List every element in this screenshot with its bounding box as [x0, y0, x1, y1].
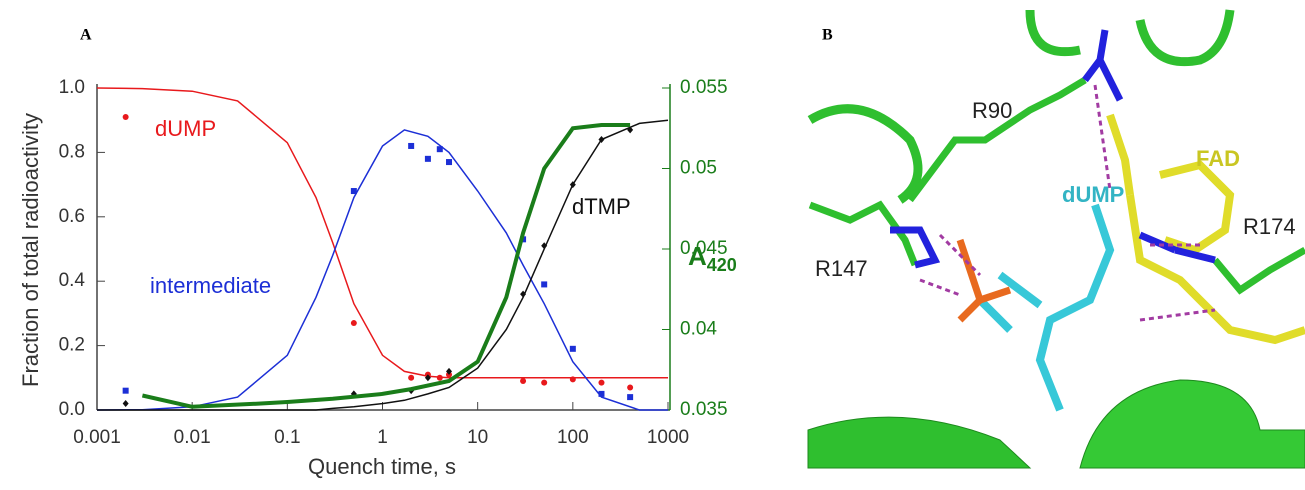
data-point [541, 379, 548, 386]
fit-line [96, 87, 668, 379]
data-point [350, 188, 357, 195]
data-point [569, 345, 576, 352]
y2-tick-label: 0.045 [680, 238, 728, 259]
data-point [598, 136, 605, 144]
y2-title-sub: 420 [707, 255, 737, 275]
data-point [541, 281, 548, 288]
data-point [424, 155, 431, 162]
series-label: intermediate [150, 273, 271, 298]
trace-line [141, 123, 631, 409]
y-tick-label: 0.4 [59, 270, 86, 291]
y2-axis-title: A420 [688, 241, 737, 275]
data-point [446, 367, 453, 375]
y-tick-label: 0.6 [59, 206, 85, 227]
residue-label: R90 [972, 98, 1012, 123]
x-tick-label: 0.1 [274, 427, 300, 448]
x-tick-label: 1 [377, 427, 388, 448]
residue-label: R174 [1243, 214, 1296, 239]
x-tick-label: 1000 [647, 427, 689, 448]
data-point [627, 384, 634, 391]
data-point [598, 390, 605, 397]
y-tick-label: 0.2 [59, 335, 85, 356]
data-point [436, 146, 443, 153]
y2-tick-label: 0.05 [680, 158, 717, 179]
data-point [408, 142, 415, 149]
x-tick-label: 0.01 [174, 427, 211, 448]
data-point [424, 374, 431, 382]
ligand-label: FAD [1196, 146, 1240, 171]
data-point [350, 320, 357, 327]
data-point [122, 387, 129, 394]
y-tick-label: 1.0 [59, 77, 85, 98]
structure-image [807, 9, 1305, 469]
data-point [122, 400, 129, 408]
series-label: dTMP [572, 194, 631, 219]
x-tick-label: 0.001 [73, 427, 121, 448]
x-axis-title: Quench time, s [308, 454, 456, 479]
panel-label: A [80, 27, 92, 44]
panel-label: B [822, 27, 833, 44]
data-point [520, 378, 527, 385]
y2-title-main: A [688, 241, 707, 271]
y2-tick-label: 0.04 [680, 319, 717, 340]
data-point [541, 242, 548, 250]
y-tick-label: 0.0 [59, 399, 85, 420]
data-point [408, 374, 415, 381]
y2-tick-label: 0.035 [680, 399, 728, 420]
data-point [627, 126, 634, 134]
data-point [569, 181, 576, 189]
y2-tick-label: 0.055 [680, 77, 728, 98]
residue-label: R147 [815, 256, 868, 281]
data-point [627, 394, 634, 401]
fit-line [96, 129, 668, 411]
data-point [598, 379, 605, 386]
data-point [122, 113, 129, 120]
y-tick-label: 0.8 [59, 141, 85, 162]
x-tick-label: 10 [467, 427, 488, 448]
fit-line [97, 119, 669, 411]
series-label: dUMP [155, 116, 216, 141]
data-point [446, 159, 453, 166]
ligand-label: dUMP [1062, 182, 1124, 207]
x-tick-label: 100 [557, 427, 589, 448]
data-point [520, 290, 527, 298]
plot: 0.001 0.01 0.1 1 10 100 1000 0.0 0.2 0.4 0.6 0.8 1.0… [59, 77, 728, 448]
data-point [436, 374, 443, 381]
data-point [569, 376, 576, 383]
y-axis-title: Fraction of total radioactivity [18, 113, 43, 387]
